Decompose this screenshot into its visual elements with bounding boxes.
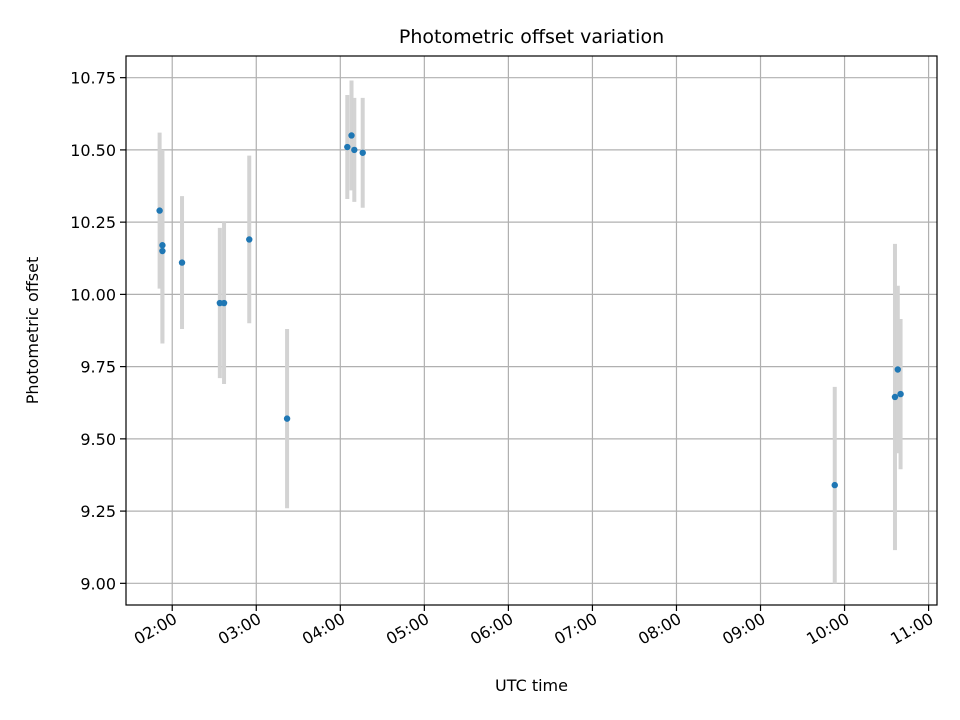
data-point — [831, 481, 838, 489]
data-point — [178, 259, 186, 266]
y-axis-label: Photometric offset — [23, 257, 42, 405]
data-points — [156, 132, 904, 489]
data-point — [156, 207, 163, 214]
data-point — [283, 415, 291, 422]
chart-title: Photometric offset variation — [399, 26, 664, 48]
data-point — [159, 242, 166, 249]
data-point — [897, 390, 904, 398]
data-point — [220, 299, 228, 307]
y-axis-ticks: 9.00 9.25 9.50 9.75 10.00 10.25 10.50 10.75 — [70, 69, 126, 593]
y-tick-label: 9.50 — [80, 430, 116, 449]
y-tick-label: 9.75 — [80, 358, 116, 377]
data-point — [344, 143, 351, 151]
y-tick-label: 10.50 — [70, 141, 116, 160]
plot-frame — [125, 55, 938, 606]
data-point — [894, 366, 901, 373]
grid — [126, 56, 937, 605]
y-tick-label: 10.25 — [70, 213, 116, 232]
y-tick-label: 10.75 — [70, 69, 116, 88]
y-tick-label: 10.00 — [70, 285, 116, 304]
y-tick-label: 9.00 — [80, 574, 116, 593]
data-point — [246, 236, 253, 243]
x-axis-label: UTC time — [495, 676, 568, 695]
data-point — [348, 132, 355, 139]
data-point — [351, 146, 358, 154]
y-tick-label: 9.25 — [80, 502, 116, 521]
data-point — [891, 393, 899, 401]
data-point — [359, 149, 366, 156]
data-point — [159, 247, 166, 255]
